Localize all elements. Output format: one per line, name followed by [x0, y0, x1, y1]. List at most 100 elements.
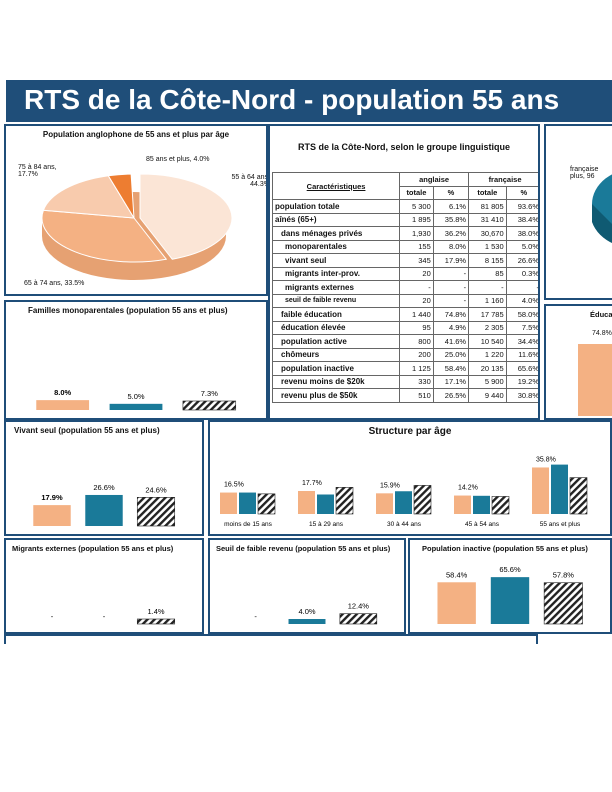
francaise-pct: 26.6% [505, 253, 538, 268]
table-subheader-row: totale % totale % [273, 185, 538, 200]
age-bar [551, 464, 568, 514]
age-bar [317, 494, 334, 514]
bar [33, 505, 71, 526]
bar [543, 582, 583, 625]
col-anglaise-pct: % [432, 185, 470, 200]
table-header-row: Caractéristiques anglaise française [271, 172, 538, 200]
bar-value-label: 17.9% [41, 493, 63, 502]
bar-value-label: 1.4% [147, 607, 164, 616]
bar-value-label: 24.6% [145, 485, 167, 494]
anglaise-pct: - [432, 293, 470, 308]
col-anglaise-total: totale [399, 185, 434, 200]
table-row: population active 800 41.6% 10 540 34.4% [271, 334, 538, 349]
seuil-title: Seuil de faible revenu (population 55 an… [216, 544, 391, 553]
table-title: RTS de la Côte-Nord, selon le groupe lin… [297, 142, 510, 152]
bar [182, 400, 237, 411]
age-category-label: 30 à 44 ans [387, 521, 422, 528]
row-label: faible éducation [271, 307, 401, 322]
table-row: migrants externes - - - - [271, 280, 538, 295]
pie-label-85: 85 ans et plus, 4.0% [146, 156, 210, 163]
anglaise-total: 95 [399, 320, 434, 335]
bar-value-label: - [103, 612, 106, 621]
age-value-label: 35.8% [536, 456, 556, 463]
anglaise-pct: - [432, 280, 470, 295]
anglaise-total: - [399, 280, 434, 295]
table-row: faible éducation 1 440 74.8% 17 785 58.0% [271, 307, 538, 322]
anglaise-total: 20 [399, 293, 434, 308]
age-chart: 16.5% moins de 15 ans 17.7% 15 à 29 ans 15.9… [220, 456, 588, 528]
francaise-pct: - [505, 280, 538, 295]
table-row: revenu moins de $20k 330 17.1% 5 900 19.2% [271, 374, 538, 389]
table-row: monoparentales 155 8.0% 1 530 5.0% [271, 239, 538, 254]
francaise-pct: 7.5% [505, 320, 538, 335]
age-value-label: 17.7% [302, 480, 322, 487]
francaise-pct: 38.0% [505, 226, 538, 241]
francaise-total: 85 [468, 266, 507, 281]
migr-chart: - - 1.4% [51, 607, 176, 625]
pie-title: Population anglophone de 55 ans et plus … [42, 130, 230, 139]
francaise-total: 81 805 [468, 199, 507, 214]
age-bar [376, 493, 393, 514]
bar-value-label: - [51, 612, 54, 621]
francaise-pct: 30.8% [505, 388, 538, 403]
francaise-pct: 11.6% [505, 347, 538, 362]
seuil-panel: Seuil de faible revenu (population 55 an… [208, 538, 406, 634]
francaise-pct: 5.0% [505, 239, 538, 254]
table-panel: RTS de la Côte-Nord, selon le groupe lin… [268, 124, 540, 420]
anglaise-pct: 35.8% [432, 212, 470, 227]
anglaise-total: 5 300 [399, 199, 434, 214]
age-category-label: 55 ans et plus [540, 521, 581, 528]
francaise-total: 10 540 [468, 334, 507, 349]
row-label: dans ménages privés [271, 226, 401, 241]
pie-label-75: 75 à 84 ans, 17.7% [18, 164, 57, 178]
francaise-total: 1 220 [468, 347, 507, 362]
seuil-chart: - 4.0% 12.4% [254, 602, 378, 625]
francaise-total: 2 305 [468, 320, 507, 335]
anglaise-total: 510 [399, 388, 434, 403]
right-educ-bar [578, 344, 612, 416]
table-row: population inactive 1 125 58.4% 20 135 65.6% [271, 361, 538, 376]
anglaise-total: 200 [399, 347, 434, 362]
table-row: chômeurs 200 25.0% 1 220 11.6% [271, 347, 538, 362]
table-row: dans ménages privés 1,930 36.2% 30,670 38.0% [271, 226, 538, 241]
pie-slice [107, 173, 135, 219]
anglaise-pct: 17.9% [432, 253, 470, 268]
bar [339, 613, 378, 625]
inact-title: Population inactive (population 55 ans e… [422, 544, 588, 553]
francaise-total: 30,670 [468, 226, 507, 241]
col-francaise-total: totale [468, 185, 507, 200]
row-label: éducation élevée [271, 320, 401, 335]
bar-value-label: 5.0% [127, 392, 144, 401]
age-bar [257, 493, 276, 515]
table-row: vivant seul 345 17.9% 8 155 26.6% [271, 253, 538, 268]
mono-panel: Familles monoparentales (population 55 a… [4, 300, 268, 420]
francaise-pct: 58.0% [505, 307, 538, 322]
francaise-pct: 34.4% [505, 334, 538, 349]
bar [109, 403, 163, 410]
col-anglaise: anglaise [399, 172, 470, 187]
row-label: seuil de faible revenu [271, 293, 401, 308]
age-bar [473, 495, 490, 514]
age-bar [335, 487, 354, 515]
anglaise-pct: 58.4% [432, 361, 470, 376]
anglaise-pct: 74.8% [432, 307, 470, 322]
bar [490, 577, 530, 624]
pie-chart [41, 173, 233, 280]
migr-title: Migrants externes (population 55 ans et … [12, 544, 174, 553]
anglaise-pct: 26.5% [432, 388, 470, 403]
col-francaise: française [468, 172, 538, 187]
bar-value-label: 26.6% [93, 483, 115, 492]
right-educ-title: Éduca [590, 310, 612, 319]
row-label: chômeurs [271, 347, 401, 362]
title-banner: RTS de la Côte-Nord - population 55 ans [6, 80, 612, 122]
bar-value-label: - [254, 612, 257, 621]
bar-value-label: 57.8% [553, 571, 575, 580]
bar [36, 400, 90, 410]
francaise-pct: 93.6% [505, 199, 538, 214]
stats-table: Caractéristiques anglaise française tota… [271, 172, 538, 403]
age-bar [239, 492, 256, 514]
table-row: population totale 5 300 6.1% 81 805 93.6% [271, 199, 538, 214]
row-label: aînés (65+) [271, 212, 401, 227]
age-bar [569, 477, 588, 515]
anglaise-pct: 41.6% [432, 334, 470, 349]
